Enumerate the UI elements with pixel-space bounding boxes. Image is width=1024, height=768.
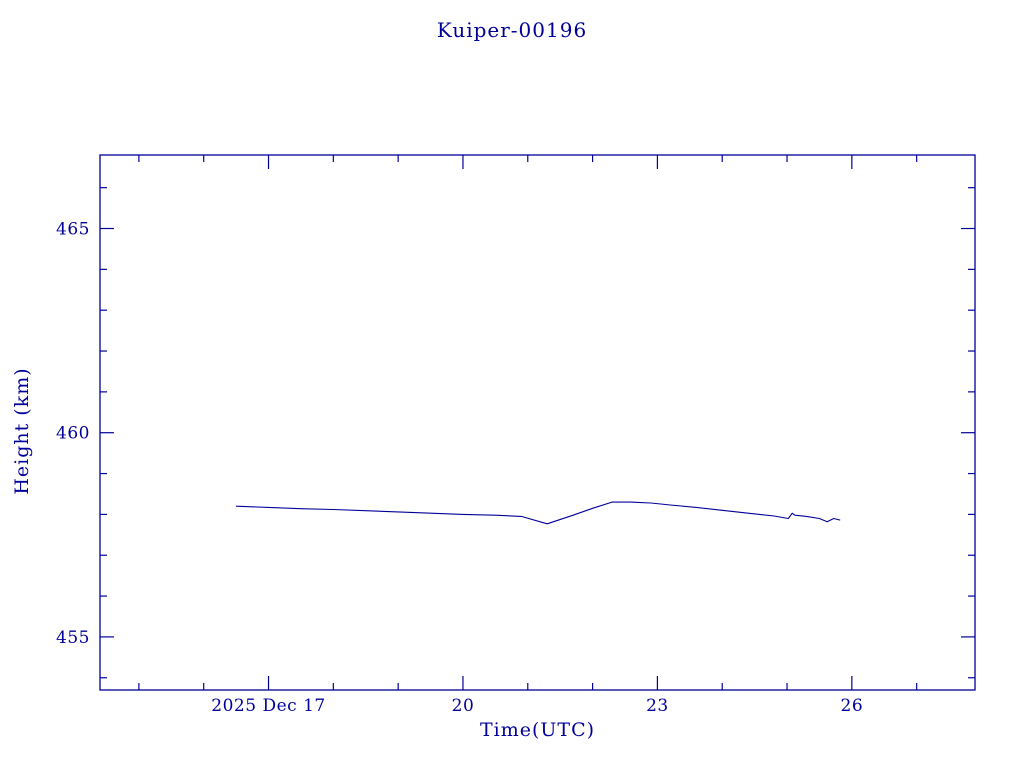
x-tick-label: 2025 Dec 17 — [211, 696, 325, 716]
x-tick-label: 26 — [841, 696, 864, 716]
x-axis-label: Time(UTC) — [479, 719, 596, 741]
y-tick-label: 455 — [56, 628, 90, 648]
y-tick-label: 460 — [56, 424, 90, 444]
chart-title: Kuiper-00196 — [436, 18, 588, 42]
y-tick-label: 465 — [56, 220, 90, 240]
x-tick-label: 20 — [452, 696, 475, 716]
x-tick-label: 23 — [646, 696, 669, 716]
data-line-height — [236, 501, 841, 525]
plot-box — [99, 154, 976, 691]
